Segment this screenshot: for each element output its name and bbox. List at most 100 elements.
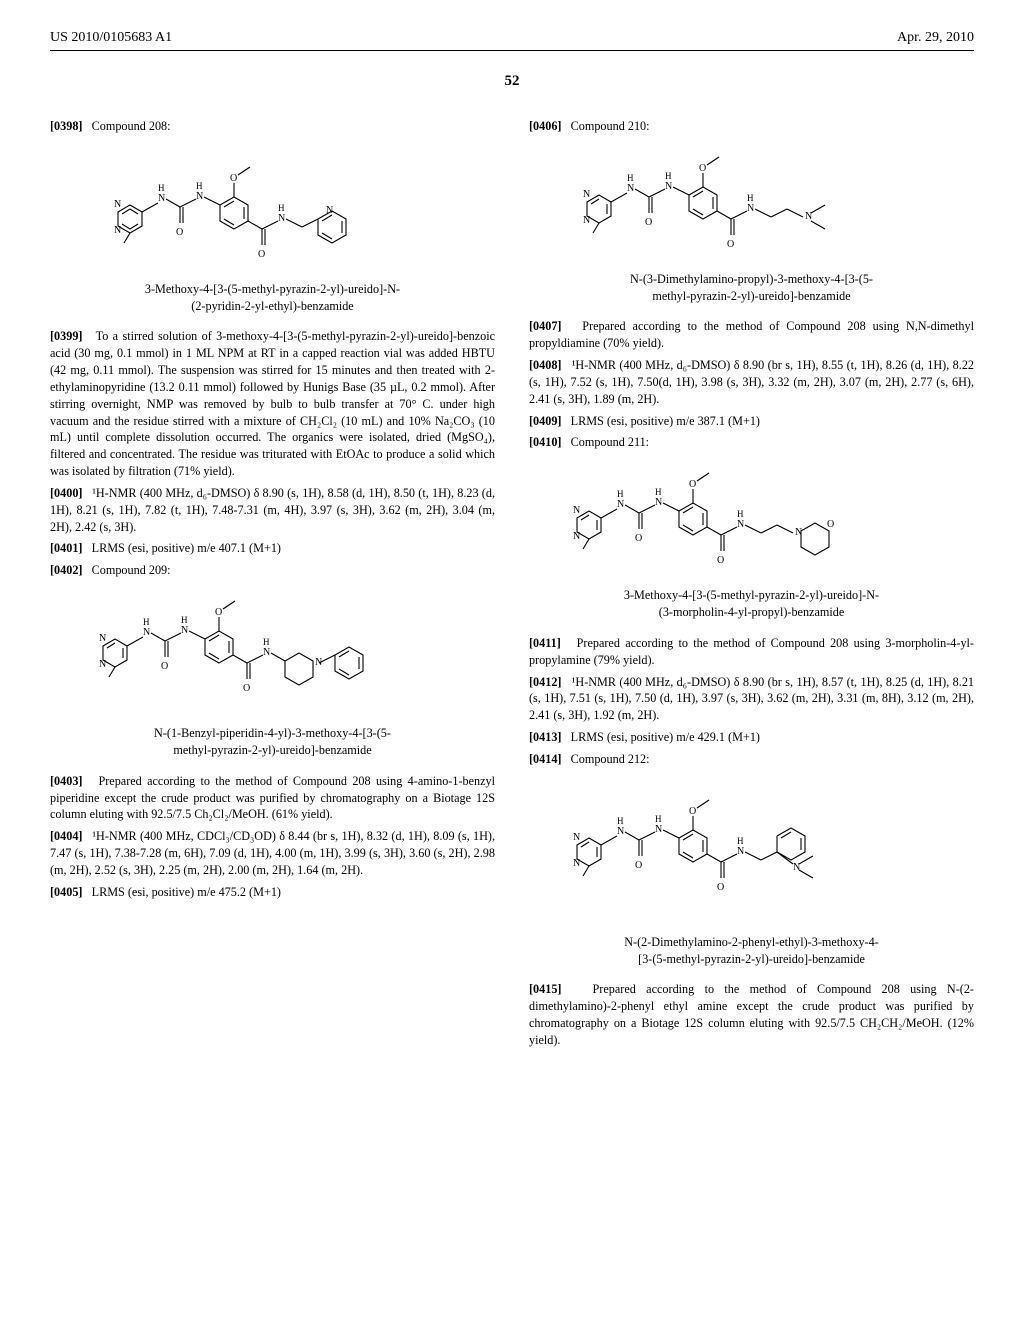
para-text: ¹H-NMR (400 MHz, CDCl₃/CD₃OD) δ 8.44 (br…	[50, 829, 495, 877]
svg-text:N: N	[573, 531, 580, 542]
compound-name-line: methyl-pyrazin-2-yl)-ureido]-benzamide	[652, 289, 850, 303]
para-num: [0415]	[529, 982, 562, 996]
svg-text:H: H	[737, 836, 744, 846]
para-num: [0413]	[529, 730, 562, 744]
svg-text:O: O	[176, 227, 183, 238]
compound-name-line: 3-Methoxy-4-[3-(5-methyl-pyrazin-2-yl)-u…	[624, 588, 879, 602]
para-text: Prepared according to the method of Comp…	[529, 319, 974, 350]
para-0407: [0407] Prepared according to the method …	[529, 318, 974, 352]
header-rule	[50, 50, 974, 51]
svg-text:O: O	[717, 882, 724, 893]
right-column: [0406] Compound 210: N N N H O N	[529, 118, 974, 1054]
svg-text:O: O	[699, 163, 706, 174]
structure-212: N N N H O N H O	[529, 780, 974, 920]
para-num: [0400]	[50, 486, 83, 500]
para-0405: [0405] LRMS (esi, positive) m/e 475.2 (M…	[50, 884, 495, 901]
svg-text:O: O	[635, 860, 642, 871]
para-0409: [0409] LRMS (esi, positive) m/e 387.1 (M…	[529, 413, 974, 430]
svg-text:O: O	[635, 533, 642, 544]
svg-text:H: H	[747, 193, 754, 203]
svg-text:O: O	[689, 806, 696, 817]
svg-text:H: H	[617, 816, 624, 826]
para-text: Compound 210:	[571, 119, 650, 133]
compound-name-line: (3-morpholin-4-yl-propyl)-benzamide	[659, 605, 844, 619]
para-text: ¹H-NMR (400 MHz, d₆-DMSO) δ 8.90 (br s, …	[529, 358, 974, 406]
para-text: Compound 208:	[92, 119, 171, 133]
svg-text:N: N	[655, 824, 662, 835]
svg-text:N: N	[747, 203, 754, 214]
svg-text:N: N	[143, 627, 150, 638]
para-0411: [0411] Prepared according to the method …	[529, 635, 974, 669]
para-text: LRMS (esi, positive) m/e 429.1 (M+1)	[571, 730, 760, 744]
svg-text:N: N	[737, 519, 744, 530]
svg-text:N: N	[583, 215, 590, 226]
compound-name-line: (2-pyridin-2-yl-ethyl)-benzamide	[191, 299, 353, 313]
compound-210-name: N-(3-Dimethylamino-propyl)-3-methoxy-4-[…	[529, 271, 974, 305]
para-0404: [0404] ¹H-NMR (400 MHz, CDCl₃/CD₃OD) δ 8…	[50, 828, 495, 878]
chemical-structure-icon: N N N H O N H O	[567, 463, 937, 573]
para-num: [0414]	[529, 752, 562, 766]
compound-208-name: 3-Methoxy-4-[3-(5-methyl-pyrazin-2-yl)-u…	[50, 281, 495, 315]
svg-text:H: H	[617, 489, 624, 499]
svg-text:H: H	[158, 183, 165, 193]
svg-text:N: N	[627, 183, 634, 194]
chemical-structure-icon: N N N H O N H	[108, 147, 438, 267]
svg-text:N: N	[196, 191, 203, 202]
svg-text:H: H	[737, 509, 744, 519]
svg-text:N: N	[114, 225, 121, 236]
patent-number: US 2010/0105683 A1	[50, 30, 172, 46]
para-num: [0407]	[529, 319, 562, 333]
svg-text:O: O	[258, 249, 265, 260]
svg-text:O: O	[230, 173, 237, 184]
para-0410: [0410] Compound 211:	[529, 434, 974, 451]
para-text: LRMS (esi, positive) m/e 387.1 (M+1)	[571, 414, 760, 428]
svg-text:O: O	[243, 683, 250, 694]
compound-211-name: 3-Methoxy-4-[3-(5-methyl-pyrazin-2-yl)-u…	[529, 587, 974, 621]
svg-text:N: N	[655, 497, 662, 508]
compound-209-name: N-(1-Benzyl-piperidin-4-yl)-3-methoxy-4-…	[50, 725, 495, 759]
para-0415: [0415] Prepared according to the method …	[529, 981, 974, 1048]
para-num: [0412]	[529, 675, 562, 689]
para-text: Prepared according to the method of Comp…	[50, 774, 495, 822]
compound-name-line: 3-Methoxy-4-[3-(5-methyl-pyrazin-2-yl)-u…	[145, 282, 400, 296]
para-0401: [0401] LRMS (esi, positive) m/e 407.1 (M…	[50, 540, 495, 557]
para-0399: [0399] To a stirred solution of 3-methox…	[50, 328, 495, 479]
compound-name-line: [3-(5-methyl-pyrazin-2-yl)-ureido]-benza…	[638, 952, 865, 966]
para-0403: [0403] Prepared according to the method …	[50, 773, 495, 823]
para-num: [0402]	[50, 563, 83, 577]
para-num: [0403]	[50, 774, 83, 788]
two-column-layout: [0398] Compound 208: N N N H	[50, 118, 974, 1054]
svg-text:O: O	[727, 239, 734, 250]
para-num: [0408]	[529, 358, 562, 372]
svg-text:N: N	[99, 633, 106, 644]
svg-text:N: N	[665, 181, 672, 192]
svg-text:H: H	[655, 487, 662, 497]
para-text: Compound 211:	[571, 435, 649, 449]
structure-208: N N N H O N H	[50, 147, 495, 267]
svg-text:H: H	[263, 637, 270, 647]
structure-209: N N N H O N H O	[50, 591, 495, 711]
para-num: [0398]	[50, 119, 83, 133]
left-column: [0398] Compound 208: N N N H	[50, 118, 495, 1054]
para-text: LRMS (esi, positive) m/e 475.2 (M+1)	[92, 885, 281, 899]
svg-text:N: N	[99, 659, 106, 670]
para-0408: [0408] ¹H-NMR (400 MHz, d₆-DMSO) δ 8.90 …	[529, 357, 974, 407]
compound-212-name: N-(2-Dimethylamino-2-phenyl-ethyl)-3-met…	[529, 934, 974, 968]
chemical-structure-icon: N N N H O N H O	[567, 780, 937, 920]
svg-text:O: O	[827, 519, 834, 530]
para-0406: [0406] Compound 210:	[529, 118, 974, 135]
compound-name-line: N-(2-Dimethylamino-2-phenyl-ethyl)-3-met…	[624, 935, 879, 949]
para-text: ¹H-NMR (400 MHz, d₆-DMSO) δ 8.90 (s, 1H)…	[50, 486, 495, 534]
svg-text:N: N	[573, 505, 580, 516]
svg-text:H: H	[143, 617, 150, 627]
compound-name-line: N-(1-Benzyl-piperidin-4-yl)-3-methoxy-4-…	[154, 726, 391, 740]
svg-text:N: N	[278, 213, 285, 224]
svg-text:N: N	[114, 199, 121, 210]
svg-text:N: N	[617, 499, 624, 510]
para-num: [0399]	[50, 329, 83, 343]
svg-text:O: O	[645, 217, 652, 228]
para-num: [0409]	[529, 414, 562, 428]
compound-name-line: N-(3-Dimethylamino-propyl)-3-methoxy-4-[…	[630, 272, 873, 286]
svg-text:N: N	[583, 189, 590, 200]
svg-text:H: H	[655, 814, 662, 824]
